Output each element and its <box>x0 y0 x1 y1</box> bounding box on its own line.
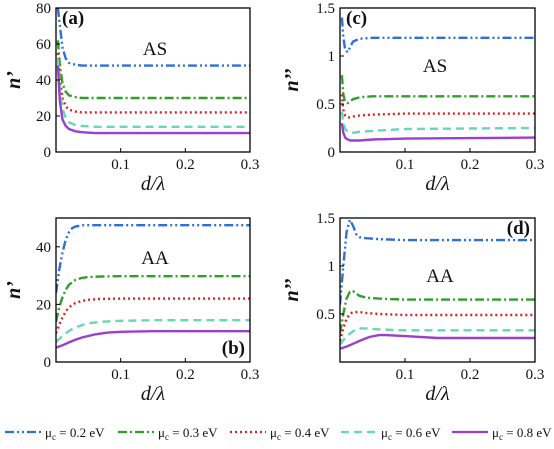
legend-item-2: μc = 0.4 eV <box>230 425 330 442</box>
y-tick-label: 0 <box>328 145 336 161</box>
y-tick-label: 40 <box>36 240 51 256</box>
y-tick-label: 0.5 <box>316 307 335 323</box>
series-line-c-2 <box>340 94 535 119</box>
x-tick-label: 0.2 <box>461 157 480 173</box>
series-line-c-4 <box>340 333 535 350</box>
series-line-c-0 <box>340 17 535 54</box>
series-line-c-3 <box>56 58 250 128</box>
y-tick-label: 60 <box>36 37 51 53</box>
y-axis-label: n’ <box>3 71 25 89</box>
plot-frame <box>339 217 536 363</box>
y-tick-label: 0.5 <box>316 97 335 113</box>
series-line-c-2 <box>56 297 250 334</box>
series-line-c-1 <box>56 275 250 322</box>
series-line-c-4 <box>56 330 250 349</box>
y-tick-label: 80 <box>36 1 51 17</box>
x-tick-label: 0.3 <box>526 367 545 383</box>
series-line-c-1 <box>340 289 535 334</box>
x-axis-label: d/λ <box>425 383 450 405</box>
y-tick-label: 1.5 <box>316 211 335 227</box>
legend: μc = 0.2 eV μc = 0.3 eV μc = 0.4 eV μc = 0.… <box>5 425 552 442</box>
plot-frame <box>55 217 251 363</box>
panel-annotation: AA <box>426 266 454 287</box>
series-line-c-4 <box>56 65 250 135</box>
panel-label: (a) <box>62 8 84 29</box>
x-tick-label: 0.3 <box>241 157 260 173</box>
series-line-c-3 <box>340 327 535 346</box>
series-line-c-0 <box>56 224 250 294</box>
x-axis-label: d/λ <box>141 383 166 405</box>
legend-item-1: μc = 0.3 eV <box>118 425 218 442</box>
y-tick-label: 0 <box>44 355 52 371</box>
y-axis-label: n’ <box>3 281 25 299</box>
panel-label: (b) <box>222 338 245 359</box>
y-tick-label: 20 <box>36 297 51 313</box>
panel-b: 0.1 0.2 0.3 0 20 40 d/λ n’ (b) AA <box>3 217 260 405</box>
series-line-c-3 <box>340 111 535 134</box>
legend-label: μc = 0.8 eV <box>492 425 552 442</box>
panel-a: 0.1 0.2 0.3 0 20 40 60 80 d/λ n’ (a) AS <box>3 1 259 195</box>
panel-d: 0.1 0.2 0.3 0.5 1 1.5 d/λ n’’ (d) AA <box>281 211 544 405</box>
x-axis-label: d/λ <box>425 173 450 195</box>
series-line-c-2 <box>340 310 535 342</box>
y-tick-label: 1 <box>328 259 336 275</box>
series-line-c-1 <box>56 40 250 100</box>
y-tick-label: 40 <box>36 73 51 89</box>
series-line-c-0 <box>56 8 250 67</box>
x-tick-label: 0.2 <box>461 367 480 383</box>
y-axis-label: n’’ <box>281 279 303 302</box>
panel-c: 0.1 0.2 0.3 0 0.5 1 1.5 d/λ n’’ (c) AS <box>281 1 544 195</box>
plot-frame <box>339 7 536 153</box>
panel-label: (c) <box>346 8 367 29</box>
y-tick-label: 20 <box>36 109 51 125</box>
x-axis-label: d/λ <box>141 173 166 195</box>
x-tick-label: 0.1 <box>396 367 415 383</box>
panel-label: (d) <box>507 218 530 239</box>
y-tick-label: 1.5 <box>316 1 335 17</box>
legend-label: μc = 0.6 eV <box>381 425 441 442</box>
series-line-c-2 <box>56 52 250 114</box>
legend-item-0: μc = 0.2 eV <box>5 425 105 442</box>
y-tick-label: 1 <box>328 49 336 65</box>
x-tick-label: 0.3 <box>526 157 545 173</box>
y-tick-label: 0 <box>44 145 52 161</box>
series-line-c-0 <box>340 218 535 305</box>
x-tick-label: 0.1 <box>396 157 415 173</box>
x-tick-label: 0.3 <box>241 367 260 383</box>
panel-annotation: AS <box>143 39 167 60</box>
x-tick-label: 0.1 <box>111 157 130 173</box>
panel-annotation: AA <box>141 248 169 269</box>
x-tick-label: 0.1 <box>111 367 130 383</box>
panel-annotation: AS <box>423 56 447 77</box>
series-line-c-1 <box>340 75 535 105</box>
plot-frame <box>55 7 251 153</box>
legend-item-4: μc = 0.8 eV <box>452 425 552 442</box>
y-axis-label: n’’ <box>281 69 303 92</box>
x-tick-label: 0.2 <box>176 157 195 173</box>
legend-label: μc = 0.4 eV <box>270 425 330 442</box>
legend-label: μc = 0.3 eV <box>158 425 218 442</box>
x-tick-label: 0.2 <box>176 367 195 383</box>
series-line-c-4 <box>340 123 535 142</box>
legend-label: μc = 0.2 eV <box>45 425 105 442</box>
legend-item-3: μc = 0.6 eV <box>341 425 441 442</box>
